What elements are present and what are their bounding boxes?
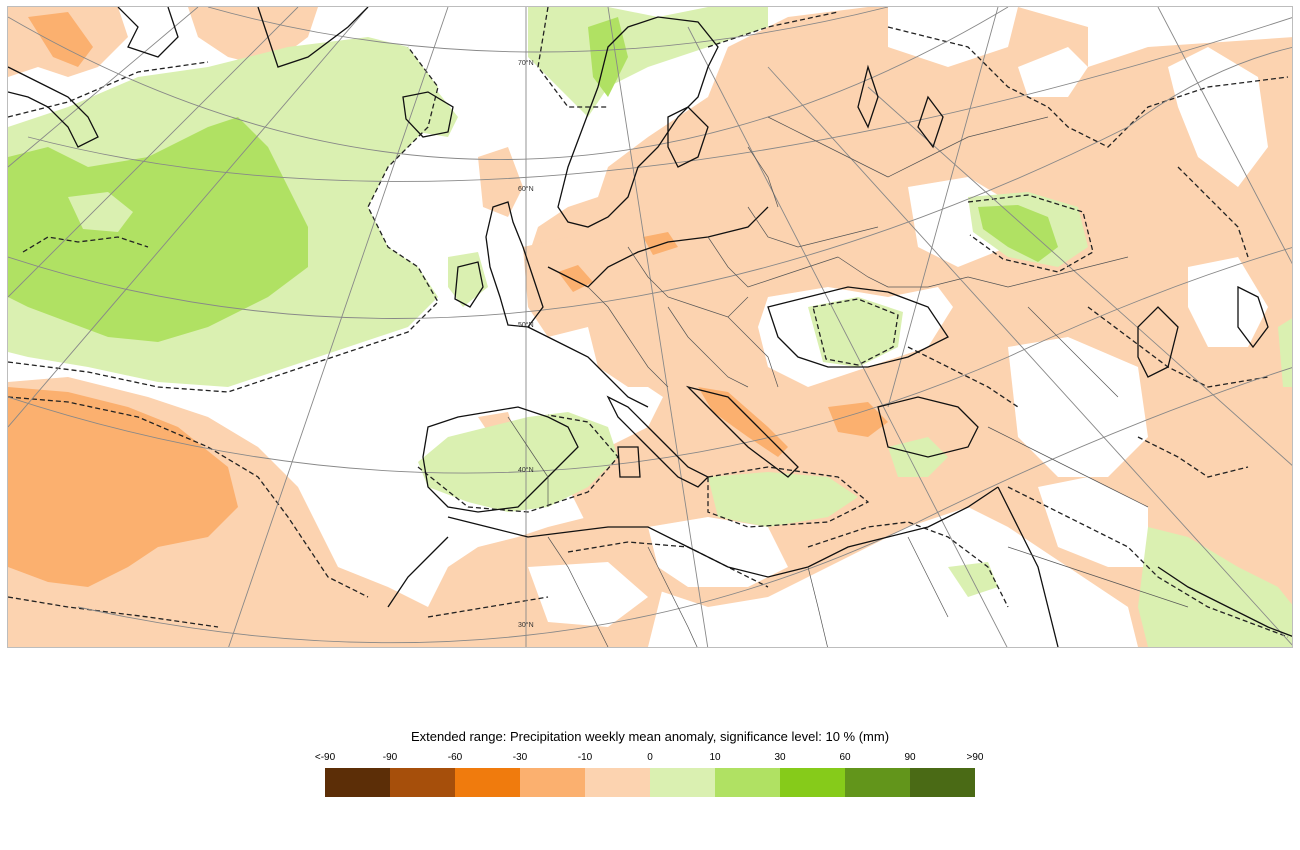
latitude-labels: 70°N 60°N 50°N 40°N 30°N [518, 59, 534, 629]
coastlines [8, 7, 1292, 647]
lat-label-30: 30°N [518, 621, 534, 629]
lat-label-40: 40°N [518, 466, 534, 474]
graticule [8, 7, 1292, 647]
map-canvas: 70°N 60°N 50°N 40°N 30°N [8, 7, 1292, 647]
legend-title: Extended range: Precipitation weekly mea… [410, 729, 890, 744]
legend-swatch [455, 768, 520, 797]
lat-label-60: 60°N [518, 185, 534, 193]
legend-tick: <-90 [314, 752, 336, 763]
lat-label-50: 50°N [518, 321, 534, 329]
legend-tick: 90 [904, 752, 916, 763]
legend-swatch [390, 768, 455, 797]
legend-swatch [780, 768, 845, 797]
legend-tick: >90 [966, 752, 984, 763]
legend-swatches [325, 768, 975, 797]
legend-swatch [585, 768, 650, 797]
legend-swatch [845, 768, 910, 797]
legend-tick: 10 [709, 752, 721, 763]
legend-tick: -30 [512, 752, 528, 763]
legend-swatch [650, 768, 715, 797]
color-legend: <-90 -90 -60 -30 -10 0 10 30 60 90 >90 [315, 752, 983, 798]
legend-swatch [520, 768, 585, 797]
legend-swatch [715, 768, 780, 797]
lat-label-70: 70°N [518, 59, 534, 67]
legend-tick: 0 [647, 752, 653, 763]
legend-tick: 60 [839, 752, 851, 763]
legend-tick: -90 [382, 752, 398, 763]
legend-swatch [325, 768, 390, 797]
legend-swatch [910, 768, 975, 797]
legend-tick: -10 [577, 752, 593, 763]
dry-mid-regions [8, 12, 888, 587]
legend-tick: 30 [774, 752, 786, 763]
country-borders [507, 116, 1189, 647]
legend-tick: -60 [447, 752, 463, 763]
precipitation-anomaly-map[interactable]: 70°N 60°N 50°N 40°N 30°N [7, 6, 1293, 648]
